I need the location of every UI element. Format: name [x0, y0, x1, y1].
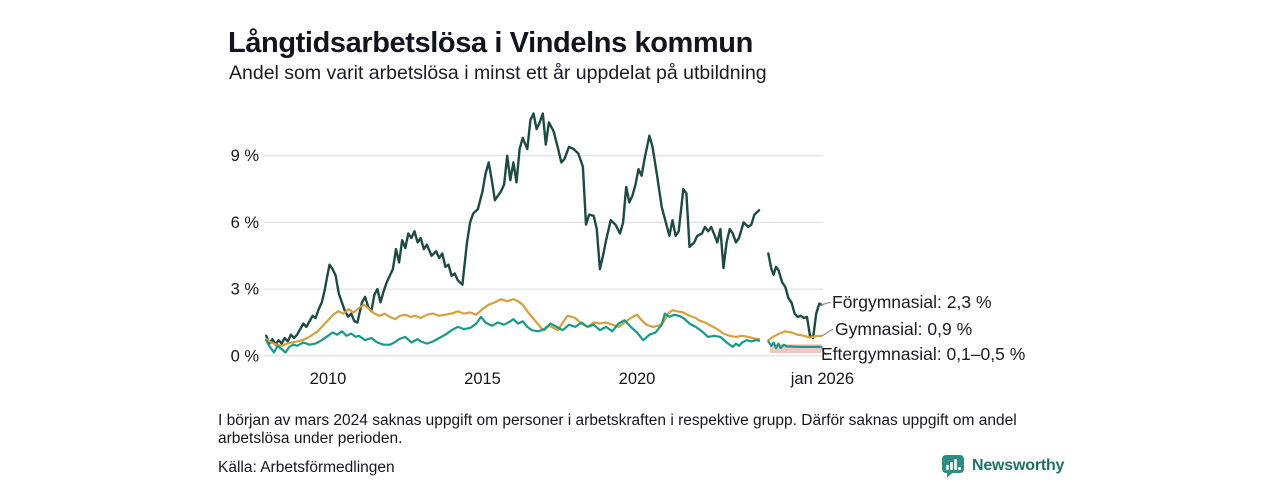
label-connectors: [819, 301, 834, 356]
newsworthy-logo-icon: [942, 455, 964, 478]
footnote: I början av mars 2024 saknas uppgift om …: [218, 412, 1017, 447]
connector-forgymnasial: [820, 301, 831, 306]
y-tick-label: 9 %: [231, 147, 260, 165]
data-series: [265, 112, 823, 354]
eftergymnasial-uncertainty-band: [769, 344, 822, 354]
y-tick-label: 0 %: [231, 347, 260, 365]
connector-eftergymnasial: [819, 346, 827, 356]
line-chart: 0 % 3 % 6 % 9 % 2010 2015 2020 jan 2026: [231, 112, 854, 388]
series-line-gymnasial: [767, 330, 823, 342]
end-label-eftergymnasial: Eftergymnasial: 0,1–0,5 %: [821, 344, 1026, 364]
end-label-gymnasial: Gymnasial: 0,9 %: [835, 319, 973, 339]
x-tick-label: 2015: [464, 370, 501, 388]
y-tick-label: 3 %: [231, 281, 260, 299]
end-label-forgymnasial: Förgymnasial: 2,3 %: [832, 292, 992, 312]
branding: Newsworthy: [941, 454, 1064, 478]
x-tick-label: jan 2026: [790, 370, 854, 388]
source-label: Källa: Arbetsförmedlingen: [218, 459, 395, 476]
series-line-gymnasial: [265, 298, 761, 347]
x-tick-label: 2010: [310, 370, 347, 388]
x-tick-label: 2020: [619, 370, 656, 388]
y-tick-label: 6 %: [231, 214, 260, 232]
x-axis-tick-labels: 2010 2015 2020 jan 2026: [310, 370, 854, 388]
gridlines: [264, 155, 823, 357]
series-line-eftergymnasial: [265, 312, 761, 354]
page-title: Långtidsarbetslösa i Vindelns kommun: [228, 27, 753, 60]
chart-subtitle: Andel som varit arbetslösa i minst ett å…: [229, 62, 767, 84]
connector-gymnasial: [820, 328, 834, 337]
y-axis-tick-labels: 0 % 3 % 6 % 9 %: [231, 147, 260, 365]
series-line-förgymnasial: [767, 252, 823, 340]
series-line-förgymnasial: [265, 112, 761, 346]
brand-name: Newsworthy: [972, 457, 1065, 474]
series-line-eftergymnasial: [767, 340, 823, 350]
uncertainty-band: [769, 344, 822, 354]
